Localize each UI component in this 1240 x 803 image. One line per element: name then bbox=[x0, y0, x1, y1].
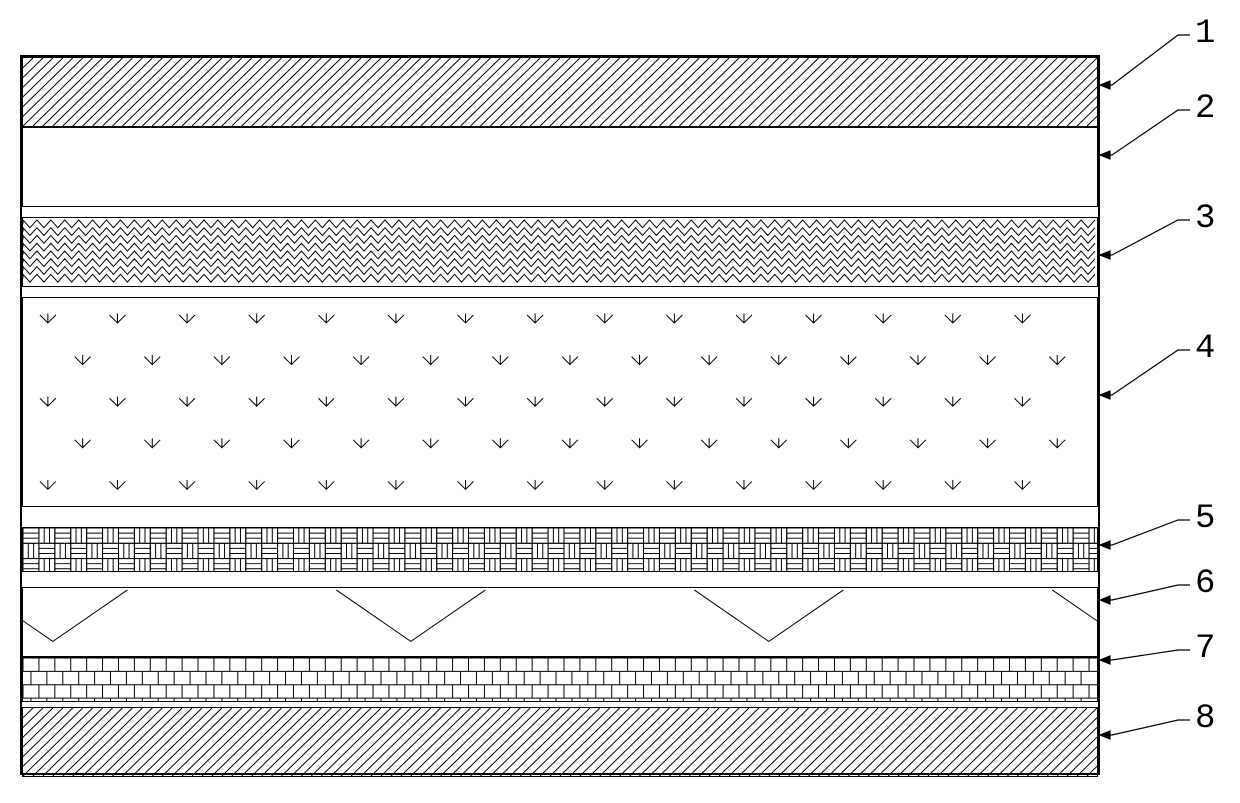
layer-2-blank bbox=[22, 127, 1098, 207]
callout-label-7: 7 bbox=[1195, 630, 1214, 668]
layer-5-basket bbox=[22, 527, 1098, 572]
callout-label-8: 8 bbox=[1195, 700, 1214, 738]
layer-4-arrows bbox=[22, 297, 1098, 507]
layer-3-zigzag bbox=[22, 217, 1098, 287]
callout-label-6: 6 bbox=[1195, 565, 1214, 603]
layer-6-vee bbox=[22, 587, 1098, 657]
callout-label-5: 5 bbox=[1195, 500, 1214, 538]
layer-7-brick bbox=[22, 657, 1098, 702]
layered-cross-section bbox=[20, 55, 1100, 775]
callout-label-4: 4 bbox=[1195, 330, 1214, 368]
callout-label-2: 2 bbox=[1195, 90, 1214, 128]
layer-1-top-hatch bbox=[22, 57, 1098, 127]
callout-label-1: 1 bbox=[1195, 15, 1214, 53]
layer-8-bot-hatch bbox=[22, 707, 1098, 777]
callout-label-3: 3 bbox=[1195, 200, 1214, 238]
